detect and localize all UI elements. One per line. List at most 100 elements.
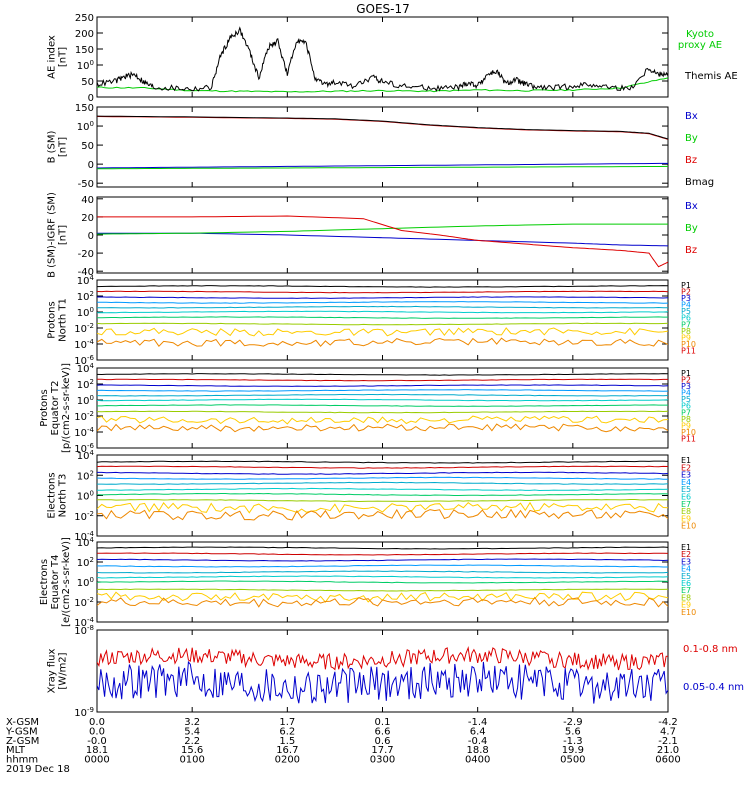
ephemeris-value: 17.7 — [371, 745, 393, 756]
legend-entry: P2 — [681, 288, 691, 297]
legend-entry: Bx — [685, 111, 698, 122]
y-tick-label: 10-2 — [74, 322, 94, 335]
ephemeris-value: 18.1 — [86, 745, 108, 756]
channel-line — [97, 310, 668, 314]
series-bmag — [97, 115, 668, 140]
channel-line — [97, 501, 668, 514]
channel-line — [97, 580, 668, 584]
date-label: 2019 Dec 18 — [6, 764, 70, 775]
ephemeris-value: 0500 — [560, 755, 585, 766]
ephemeris-value: 0000 — [84, 755, 109, 766]
y-tick-label: 10-2 — [74, 510, 94, 523]
legend-entry: P2 — [681, 376, 691, 385]
panel-frame — [96, 196, 669, 274]
legend-entry: P11 — [681, 434, 696, 443]
series-bx — [97, 162, 668, 169]
legend-entry: P9 — [681, 421, 691, 430]
ephemeris-value: 0600 — [655, 755, 680, 766]
ephemeris-value: -1.4 — [468, 717, 488, 728]
plot-area — [97, 26, 668, 93]
y-tick-label: 10-4 — [74, 338, 94, 351]
y-axis-label: Equator T2 — [50, 381, 61, 436]
legend-entry: E7 — [681, 586, 691, 595]
ephemeris-value: 0.6 — [375, 736, 391, 747]
channel-line — [97, 596, 668, 608]
channel-line — [97, 423, 668, 433]
y-axis-label: B (SM) — [47, 130, 58, 163]
ephemeris-value: 5.6 — [565, 726, 581, 737]
legend-entry: E5 — [681, 572, 691, 581]
legend-entry: E4 — [681, 478, 691, 487]
y-axis-label: [W/m2] — [58, 652, 69, 689]
y-tick-label: 100 — [77, 306, 94, 319]
plot-area — [97, 460, 668, 521]
ephemeris-row-label: Y-GSM — [5, 726, 38, 737]
channel-line — [97, 285, 668, 288]
y-tick-label: 40 — [81, 195, 94, 206]
channel-line — [97, 327, 668, 337]
y-tick-label: 150 — [75, 103, 94, 114]
y-tick-label: 150 — [75, 45, 94, 56]
legend-entry: P11 — [681, 346, 696, 355]
y-axis-label: [p/(cm2-s-sr-keV)] — [61, 363, 72, 453]
legend-entry: E8 — [681, 593, 691, 602]
channel-line — [97, 508, 668, 521]
legend-entry: 0.05-0.4 nm — [683, 682, 744, 693]
channel-line — [97, 322, 668, 326]
series-bz — [97, 116, 668, 140]
ephemeris-value: 5.4 — [184, 726, 200, 737]
y-axis-label: [nT] — [58, 47, 69, 67]
plot-area — [97, 115, 668, 170]
channel-line — [97, 337, 668, 347]
channel-line — [97, 296, 668, 299]
legend-entry: Bz — [685, 245, 697, 256]
ephemeris-value: -1.3 — [563, 736, 583, 747]
legend-entry: Kyoto — [686, 29, 714, 40]
legend-entry: P3 — [681, 382, 691, 391]
legend-entry: E3 — [681, 471, 691, 480]
y-axis-label: Electrons — [47, 472, 58, 518]
ephemeris-value: 16.7 — [276, 745, 298, 756]
y-tick-label: 102 — [77, 556, 94, 569]
legend-entry: P5 — [681, 395, 691, 404]
legend-entry: Themis AE — [684, 71, 738, 82]
panel-frame — [96, 279, 669, 361]
y-tick-label: 102 — [77, 469, 94, 482]
channel-line — [97, 290, 668, 294]
y-axis-label: Protons — [39, 389, 50, 426]
legend-entry: P7 — [681, 320, 691, 329]
ephemeris-value: 0.0 — [89, 717, 105, 728]
panel-frame — [96, 106, 669, 188]
channel-line — [97, 564, 668, 568]
legend-entry: Bmag — [685, 177, 714, 188]
channel-line — [97, 389, 668, 392]
y-tick-label: 10-8 — [74, 624, 94, 637]
legend-entry: P8 — [681, 327, 691, 336]
y-tick-label: 100 — [77, 120, 94, 133]
channel-line — [97, 546, 668, 550]
legend-entry: E9 — [681, 601, 691, 610]
plot-area — [97, 285, 668, 347]
y-axis-label: AE index — [47, 35, 58, 79]
legend-entry: E6 — [681, 579, 691, 588]
panel-bigrf: -40 -20 0 20 40 B (SM)-IGRF (SM) [nT] Bx By Bz — [47, 192, 698, 278]
legend-entry: E2 — [681, 463, 691, 472]
legend-entry: E9 — [681, 514, 691, 523]
legend-entry: P8 — [681, 415, 691, 424]
y-axis-label: Xray flux — [47, 649, 58, 694]
y-tick-label: 104 — [77, 536, 95, 549]
y-tick-label: 0 — [88, 160, 94, 171]
channel-line — [97, 316, 668, 319]
y-tick-label: 100 — [77, 59, 94, 72]
ephemeris-row-label: MLT — [6, 745, 26, 756]
channel-line — [97, 570, 668, 574]
